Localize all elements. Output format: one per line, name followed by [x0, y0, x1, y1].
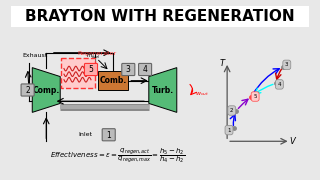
FancyBboxPatch shape	[21, 84, 34, 96]
FancyBboxPatch shape	[84, 63, 98, 76]
FancyBboxPatch shape	[99, 71, 128, 90]
Text: 4: 4	[278, 82, 281, 87]
Text: T: T	[220, 59, 225, 68]
Text: Comb.: Comb.	[100, 76, 127, 85]
Text: Regenerator: Regenerator	[77, 51, 116, 55]
Text: Exhaust: Exhaust	[22, 53, 47, 58]
Text: 4: 4	[143, 65, 148, 74]
FancyBboxPatch shape	[122, 63, 135, 76]
Text: 5: 5	[89, 65, 93, 74]
Text: Inlet: Inlet	[79, 132, 93, 137]
Text: 3: 3	[126, 65, 131, 74]
Text: $\mathit{Effectiveness} = \varepsilon = \dfrac{q_{regen,act}}{q_{regen,max}} = \: $\mathit{Effectiveness} = \varepsilon = …	[50, 146, 186, 165]
Bar	[61, 58, 95, 88]
Text: $w_{out}$: $w_{out}$	[196, 90, 210, 98]
Text: 5: 5	[253, 94, 257, 99]
Text: 2: 2	[230, 108, 234, 113]
Text: BRAYTON WITH REGENERATION: BRAYTON WITH REGENERATION	[25, 9, 295, 24]
Polygon shape	[149, 68, 177, 112]
Text: 2: 2	[25, 86, 30, 95]
Text: 3: 3	[285, 62, 289, 67]
FancyBboxPatch shape	[139, 63, 152, 76]
Text: $\dot{m}_{fuel}$: $\dot{m}_{fuel}$	[85, 52, 100, 61]
Text: 1: 1	[227, 128, 231, 133]
Bar	[11, 6, 309, 27]
Text: 1: 1	[106, 130, 111, 140]
Text: Comp.: Comp.	[33, 86, 60, 94]
FancyBboxPatch shape	[102, 129, 115, 141]
Text: V: V	[290, 137, 295, 146]
Text: Turb.: Turb.	[152, 86, 174, 94]
Polygon shape	[32, 68, 60, 112]
